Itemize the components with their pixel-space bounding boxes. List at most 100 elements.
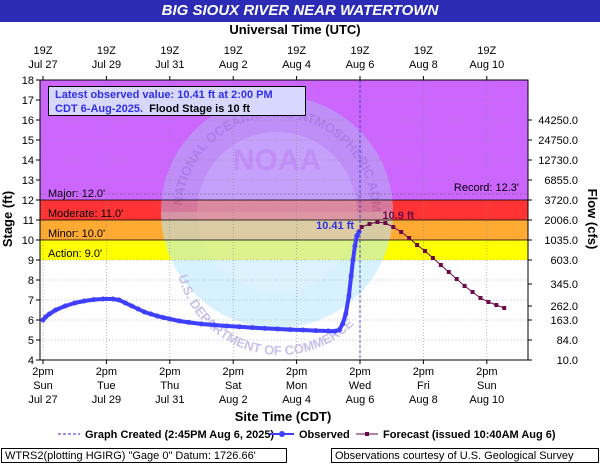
y-tick-label: 9 [28, 255, 34, 267]
x-tick-date: Aug 4 [282, 394, 311, 406]
observed-point [287, 327, 293, 333]
top-tick-date: Jul 31 [155, 59, 184, 71]
y-tick-label: 4 [28, 355, 34, 367]
info-line-2-date: CDT 6-Aug-2025. [55, 103, 144, 115]
y2-tick-label: 6855.0 [544, 175, 578, 187]
y2-tick-label: 262.0 [550, 301, 578, 313]
observed-point [154, 313, 160, 319]
forecast-point [494, 303, 499, 307]
y2-tick-label: 3720.0 [544, 195, 578, 207]
observed-point [237, 324, 243, 330]
observed-point [348, 273, 354, 279]
info-line-1: Latest observed value: 10.41 ft at 2:00 … [55, 89, 273, 101]
top-tick-date: Aug 6 [346, 59, 375, 71]
band-label-moderate: Moderate: 11.0' [48, 208, 123, 220]
observed-point [336, 327, 342, 333]
x-tick-date: Jul 31 [155, 394, 184, 406]
forecast-point [359, 225, 364, 229]
top-tick-label: 19Z [97, 45, 116, 57]
x-tick-day: Sun [33, 380, 53, 392]
x-tick-day: Wed [349, 380, 371, 392]
top-tick-label: 19Z [224, 45, 243, 57]
y2-tick-label: 345.0 [550, 279, 578, 291]
footer-courtesy: Observations courtesy of U.S. Geological… [331, 448, 599, 463]
y2-tick-label: 1035.0 [544, 235, 578, 247]
legend: Graph Created (2:45PM Aug 6, 2025) Obser… [58, 429, 556, 441]
observed-point [325, 328, 331, 334]
y-tick-label: 12 [22, 195, 34, 207]
observed-point [43, 314, 49, 320]
x-tick-date: Aug 8 [409, 394, 438, 406]
observed-point [211, 322, 217, 328]
forecast-point [462, 284, 467, 288]
y-tick-label: 15 [22, 135, 34, 147]
x-tick-label: 2pm [96, 366, 117, 378]
forecast-point [430, 256, 435, 260]
observed-point [300, 327, 306, 333]
forecast-point [383, 221, 388, 225]
y2-tick-label: 84.0 [557, 335, 578, 347]
observed-point [46, 311, 52, 317]
observed-point [100, 296, 106, 302]
top-tick-label: 19Z [160, 45, 179, 57]
x-tick-date: Jul 29 [92, 394, 121, 406]
observed-point [122, 300, 128, 306]
observed-point [176, 318, 182, 324]
forecast-point [375, 220, 380, 224]
forecast-point [478, 296, 483, 300]
y-tick-label: 16 [22, 115, 34, 127]
forecast-point [367, 222, 372, 226]
y-tick-label: 8 [28, 275, 34, 287]
band-label-minor: Minor: 10.0' [48, 228, 105, 240]
forecast-point [446, 270, 451, 274]
x-tick-day: Sat [225, 380, 242, 392]
legend-forecast: Forecast (issued 10:40AM Aug 6) [383, 429, 556, 441]
observed-point [313, 328, 319, 334]
data-label: 10.9 ft [382, 210, 414, 222]
x-tick-label: 2pm [413, 366, 434, 378]
observed-point [350, 257, 356, 263]
footer-datum: WTRS2(plotting HGIRG) "Gage 0" Datum: 17… [1, 448, 287, 463]
y-tick-label: 10 [22, 235, 34, 247]
observed-point [186, 319, 192, 325]
x-tick-label: 2pm [159, 366, 180, 378]
x-tick-day: Tue [97, 380, 116, 392]
y2-tick-label: 603.0 [550, 255, 578, 267]
top-tick-date: Jul 27 [28, 59, 57, 71]
x-tick-label: 2pm [349, 366, 370, 378]
top-tick-label: 19Z [287, 45, 306, 57]
y2-tick-label: 2006.0 [544, 215, 578, 227]
top-tick-label: 19Z [351, 45, 370, 57]
top-tick-date: Aug 2 [219, 59, 248, 71]
observed-point [346, 293, 352, 299]
observed-point [141, 309, 147, 315]
observed-point [249, 325, 255, 331]
y-tick-label: 7 [28, 295, 34, 307]
data-label: 10.41 ft [316, 220, 354, 232]
x-tick-date: Aug 6 [346, 394, 375, 406]
forecast-point [422, 249, 427, 253]
top-tick-label: 19Z [34, 45, 53, 57]
x-tick-day: Fri [417, 380, 430, 392]
top-axis-title: Universal Time (UTC) [229, 22, 360, 37]
y-tick-label: 6 [28, 315, 34, 327]
y-tick-label: 14 [22, 155, 34, 167]
y2-axis-label: Flow (cfs) [585, 189, 600, 250]
axes: 4 5 6 7 8 9 10 11 12 13 14 15 16 17 18 10.0 84.0 163.0 262… [22, 45, 578, 406]
y-tick-label: 13 [22, 175, 34, 187]
x-tick-day: Thu [160, 380, 179, 392]
forecast-point [502, 306, 507, 310]
legend-observed: Observed [299, 429, 350, 441]
x-tick-label: 2pm [32, 366, 53, 378]
observed-point [91, 297, 97, 303]
x-axis-label: Site Time (CDT) [235, 409, 332, 424]
forecast-point [486, 300, 491, 304]
series-layer: 10.41 ft 10.9 ft [40, 80, 507, 360]
observed-point [167, 316, 173, 322]
y2-tick-label: 12730.0 [538, 155, 578, 167]
forecast-point [470, 290, 475, 294]
observed-point [81, 298, 87, 304]
x-tick-date: Jul 27 [28, 394, 57, 406]
forecast-point [438, 263, 443, 267]
noaa-logo-text: NOAA [233, 144, 321, 177]
